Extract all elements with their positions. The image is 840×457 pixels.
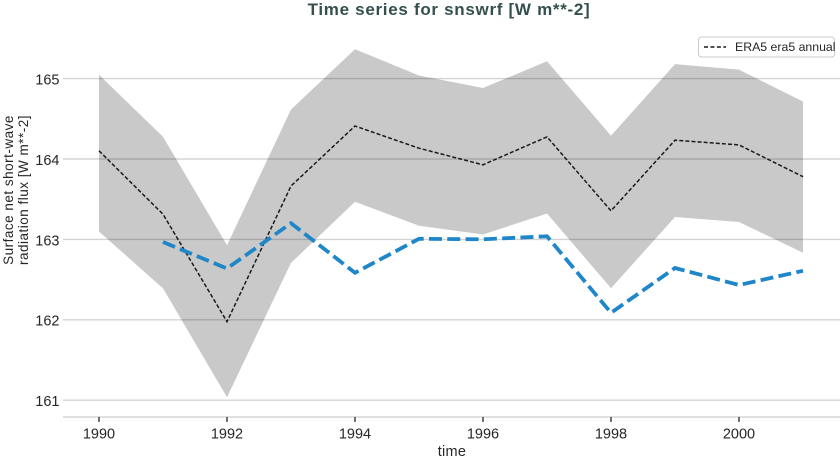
svg-text:164: 164 — [35, 153, 59, 169]
svg-text:ERA5 era5 annual: ERA5 era5 annual — [735, 40, 836, 54]
svg-text:165: 165 — [35, 73, 59, 89]
svg-text:1996: 1996 — [467, 426, 499, 442]
svg-text:1990: 1990 — [83, 426, 115, 442]
svg-text:2000: 2000 — [723, 426, 755, 442]
svg-text:1994: 1994 — [339, 426, 371, 442]
svg-text:1992: 1992 — [211, 426, 243, 442]
svg-text:radiation flux [W m**-2]: radiation flux [W m**-2] — [16, 115, 31, 265]
svg-text:163: 163 — [35, 233, 59, 249]
svg-text:162: 162 — [35, 314, 59, 330]
svg-text:161: 161 — [35, 394, 59, 410]
svg-text:1998: 1998 — [595, 426, 627, 442]
svg-text:time: time — [438, 444, 467, 457]
svg-text:Time series for snswrf [W m**-: Time series for snswrf [W m**-2] — [308, 0, 591, 19]
svg-text:Surface net short-wave: Surface net short-wave — [1, 115, 16, 265]
